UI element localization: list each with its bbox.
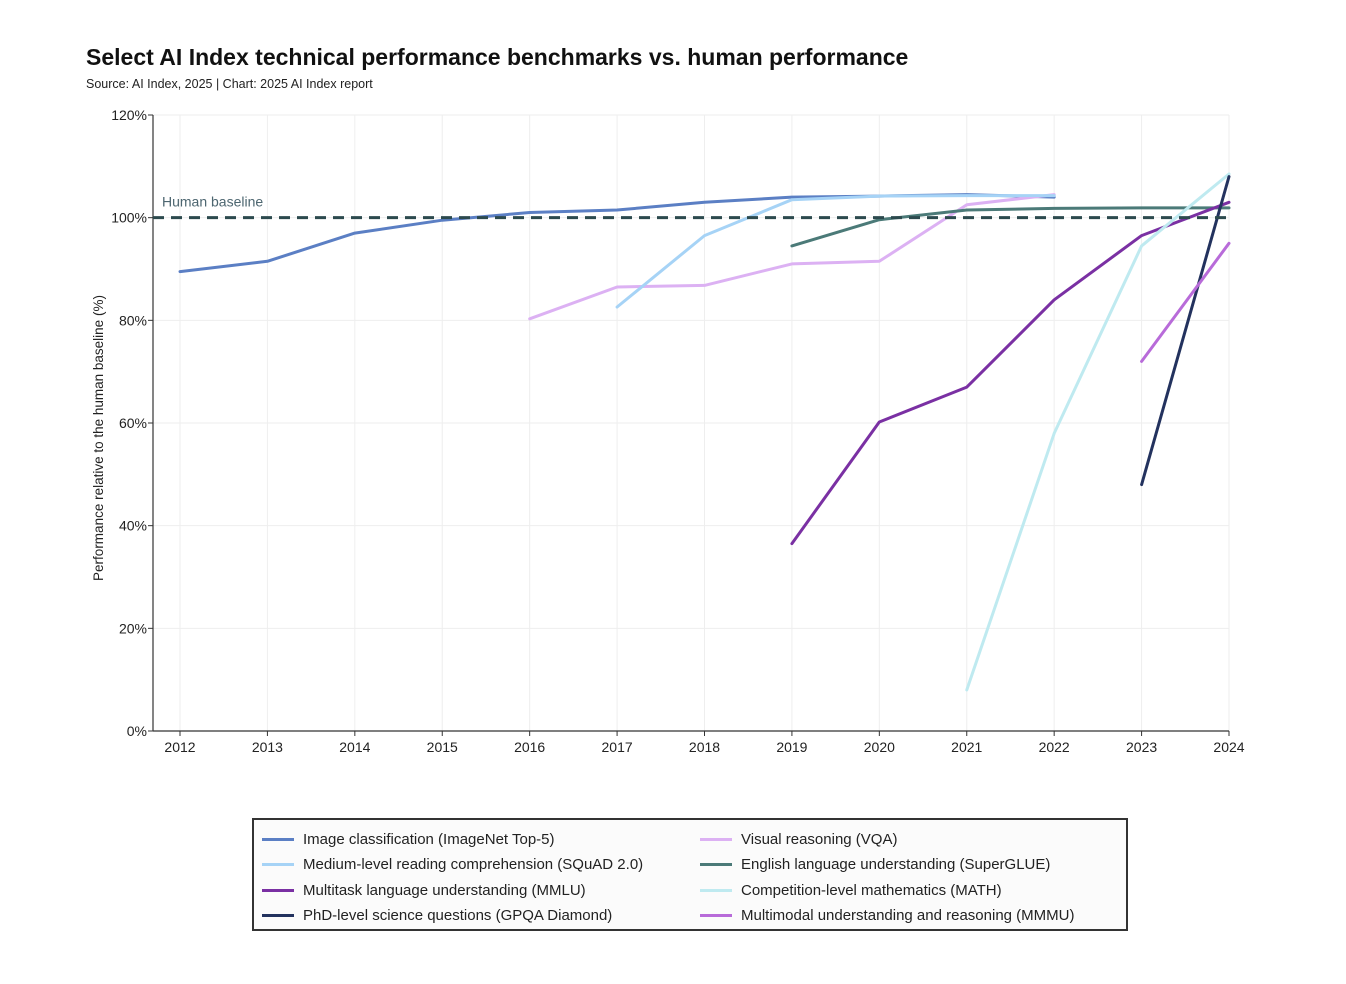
- legend-swatch: [262, 863, 294, 866]
- y-tick-label: 40%: [119, 518, 147, 534]
- y-tick-label: 120%: [111, 107, 147, 123]
- x-tick-label: 2022: [1039, 739, 1070, 755]
- y-tick-label: 100%: [111, 210, 147, 226]
- x-tick-label: 2015: [427, 739, 458, 755]
- baseline-label: Human baseline: [162, 194, 263, 210]
- legend-label: Multimodal understanding and reasoning (…: [741, 907, 1075, 924]
- legend-item: Visual reasoning (VQA): [700, 829, 897, 849]
- series-lines: [178, 172, 1231, 692]
- x-tick-label: 2020: [864, 739, 895, 755]
- x-tick-label: 2016: [514, 739, 545, 755]
- legend-item: Multitask language understanding (MMLU): [262, 880, 586, 900]
- x-tick-label: 2019: [776, 739, 807, 755]
- line-chart: Human baseline 0% 20% 40% 60% 80% 100% 120% 201…: [91, 107, 1245, 755]
- human-baseline: Human baseline: [153, 194, 1229, 220]
- x-tick-label: 2017: [602, 739, 633, 755]
- series-line: [965, 172, 1231, 692]
- legend-label: English language understanding (SuperGLU…: [741, 856, 1051, 873]
- legend-swatch: [700, 863, 732, 866]
- x-tick-label: 2013: [252, 739, 283, 755]
- legend-label: PhD-level science questions (GPQA Diamon…: [303, 907, 613, 924]
- chart-title: Select AI Index technical performance be…: [86, 44, 909, 70]
- tick-labels: 0% 20% 40% 60% 80% 100% 120% 2012 2013 2014 2015 20…: [91, 107, 1245, 755]
- legend-label: Medium-level reading comprehension (SQuA…: [303, 856, 644, 873]
- series-line: [1140, 175, 1231, 487]
- legend-swatch: [700, 914, 732, 917]
- x-tick-label: 2021: [951, 739, 982, 755]
- y-axis-title: Performance relative to the human baseli…: [91, 295, 106, 581]
- y-tick-label: 60%: [119, 415, 147, 431]
- series-line: [1140, 241, 1231, 363]
- legend-label: Competition-level mathematics (MATH): [741, 881, 1002, 899]
- y-tick-label: 20%: [119, 620, 147, 636]
- legend-label: Image classification (ImageNet Top-5): [303, 830, 555, 848]
- legend-swatch: [262, 888, 294, 892]
- series-line: [528, 193, 1056, 321]
- series-line: [790, 200, 1231, 546]
- legend-item: Multimodal understanding and reasoning (…: [700, 906, 1075, 926]
- legend-swatch: [700, 837, 732, 841]
- legend-item: Medium-level reading comprehension (SQuA…: [262, 855, 643, 875]
- series-line: [615, 194, 1056, 309]
- legend-item: PhD-level science questions (GPQA Diamon…: [262, 906, 612, 926]
- x-tick-label: 2014: [339, 739, 370, 755]
- y-tick-label: 80%: [119, 312, 147, 328]
- y-tick-label: 0%: [127, 723, 147, 739]
- legend-item: Competition-level mathematics (MATH): [700, 880, 1002, 900]
- legend-item: English language understanding (SuperGLU…: [700, 855, 1050, 875]
- legend-label: Multitask language understanding (MMLU): [303, 881, 586, 899]
- legend-label: Visual reasoning (VQA): [741, 830, 898, 848]
- x-tick-label: 2018: [689, 739, 720, 755]
- x-tick-label: 2024: [1213, 739, 1244, 755]
- legend-swatch: [262, 914, 294, 917]
- legend-swatch: [262, 837, 294, 841]
- legend-item: Image classification (ImageNet Top-5): [262, 829, 555, 849]
- chart-legend: Image classification (ImageNet Top-5) Med…: [252, 818, 1128, 931]
- x-tick-label: 2012: [164, 739, 195, 755]
- x-tick-label: 2023: [1126, 739, 1157, 755]
- series-line: [790, 206, 1231, 248]
- chart-subtitle: Source: AI Index, 2025 | Chart: 2025 AI …: [86, 77, 373, 91]
- legend-swatch: [700, 888, 732, 892]
